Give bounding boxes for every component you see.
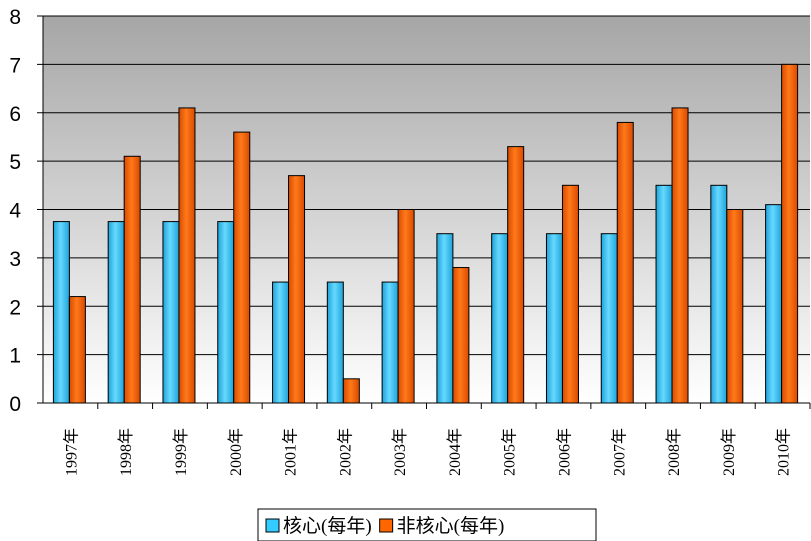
x-tick-labels: 1997年 1998年 1999年 2000年 2001年 2002年 2003年 2004年…: [62, 428, 792, 476]
legend-label-0: 核心(每年): [283, 515, 372, 537]
legend-swatch-0: [265, 518, 280, 533]
bar-core-13: [765, 204, 783, 404]
bar-noncore-3: [233, 131, 251, 404]
bar-noncore-11: [671, 107, 689, 404]
bar-noncore-0: [68, 296, 86, 404]
bar-core-0: [52, 221, 70, 404]
bar-core-6: [381, 281, 399, 404]
bar-noncore-8: [507, 146, 525, 404]
legend-swatch-1: [379, 518, 394, 533]
y-tick-label: 7: [9, 54, 21, 77]
y-tick-label: 1: [9, 345, 21, 368]
x-tick-label: 2004年: [446, 428, 464, 476]
x-tick-label: 2000年: [227, 428, 245, 476]
y-tick-label: 3: [9, 248, 21, 271]
x-tick-label: 2002年: [336, 428, 354, 476]
x-tick-label: 2009年: [720, 428, 738, 476]
bar-core-7: [436, 233, 454, 404]
bar-core-10: [600, 233, 618, 404]
x-tick-label: 2003年: [391, 428, 409, 476]
x-tick-label: 1997年: [62, 428, 80, 476]
bar-core-3: [217, 221, 235, 404]
bar-noncore-5: [342, 378, 360, 404]
y-tick-labels: 0 1 2 3 4 5 6 7 8: [9, 6, 21, 416]
y-tick-label: 8: [9, 6, 21, 29]
bar-noncore-2: [178, 107, 196, 404]
legend-box: [257, 508, 597, 541]
x-tick-label: 2005年: [501, 428, 519, 476]
bar-core-9: [545, 233, 563, 404]
bar-core-1: [107, 221, 125, 404]
bar-core-2: [162, 221, 180, 404]
y-tick-label: 0: [9, 393, 21, 416]
x-tick-label: 2006年: [555, 428, 573, 476]
bar-noncore-7: [452, 267, 470, 404]
bar-noncore-12: [726, 209, 744, 404]
x-tick-label: 1999年: [172, 428, 190, 476]
y-tick-label: 6: [9, 103, 21, 126]
bar-core-12: [710, 184, 728, 404]
y-tick-label: 2: [9, 296, 21, 319]
bar-core-8: [491, 233, 509, 404]
y-tick-label: 4: [9, 200, 21, 223]
bar-noncore-6: [397, 209, 415, 404]
bar-core-5: [326, 281, 344, 404]
bar-core-11: [655, 184, 673, 404]
bar-noncore-13: [781, 63, 799, 404]
x-tick-label: 2010年: [775, 428, 793, 476]
bar-noncore-10: [616, 121, 634, 404]
x-tick-label: 2001年: [282, 428, 300, 476]
legend-label-1: 非核心(每年): [397, 515, 505, 537]
axes: [37, 15, 811, 409]
legend: 核心(每年) 非核心(每年): [257, 508, 597, 541]
bar-core-4: [272, 281, 290, 404]
y-tick-label: 5: [9, 151, 21, 174]
x-tick-label: 2007年: [610, 428, 628, 476]
bar-noncore-4: [288, 175, 306, 404]
x-tick-label: 1998年: [117, 428, 135, 476]
bar-noncore-9: [561, 184, 579, 404]
x-tick-label: 2008年: [665, 428, 683, 476]
bar-noncore-1: [123, 155, 141, 404]
